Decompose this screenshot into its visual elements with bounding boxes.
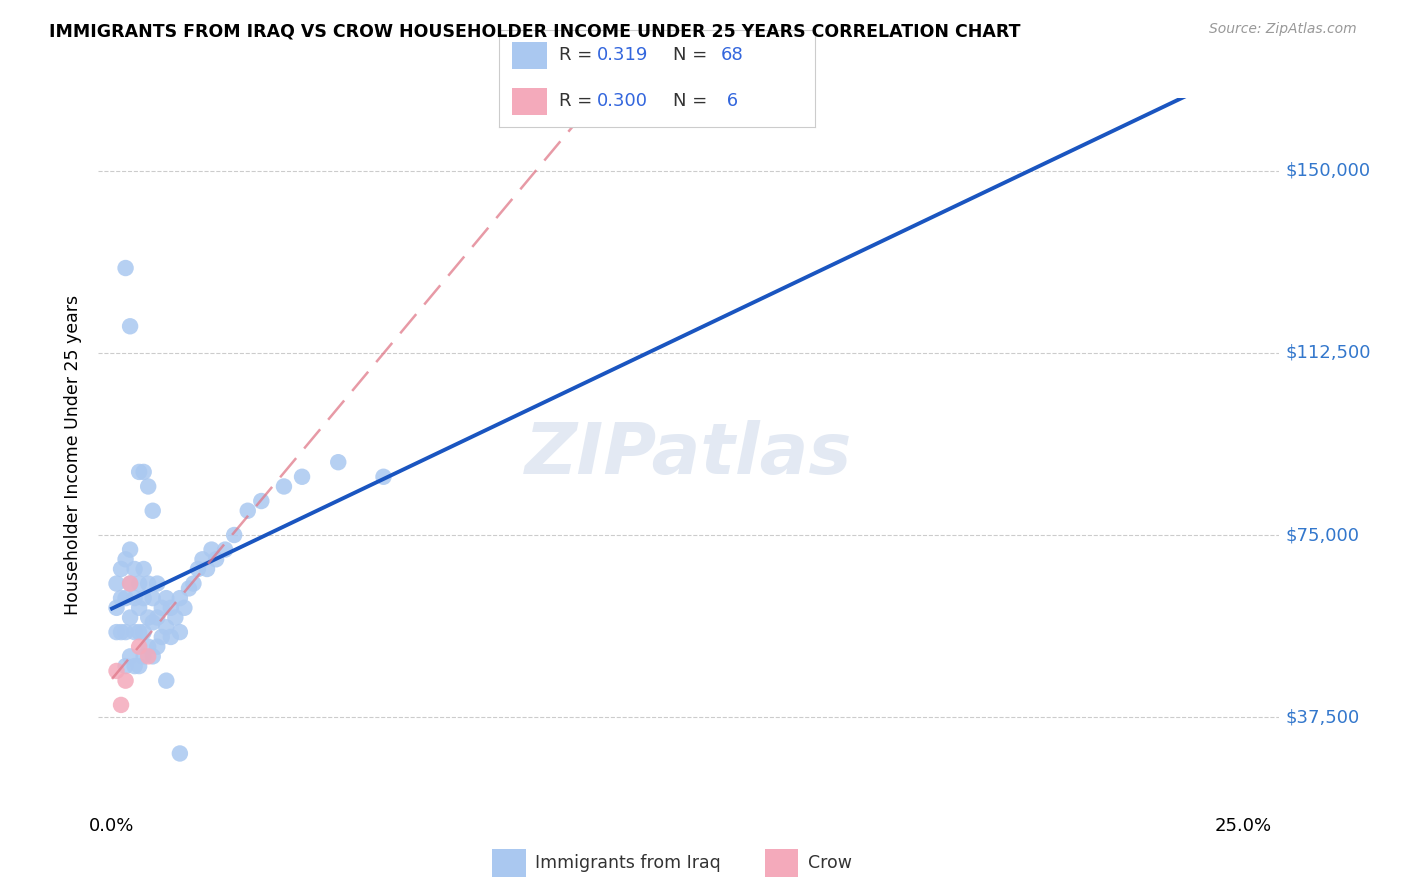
Text: $112,500: $112,500 bbox=[1285, 344, 1371, 362]
Point bbox=[114, 673, 136, 688]
Point bbox=[214, 542, 236, 557]
Point bbox=[128, 465, 150, 479]
Point bbox=[105, 600, 128, 615]
Point bbox=[205, 552, 228, 566]
Point bbox=[155, 673, 177, 688]
Text: R =: R = bbox=[560, 92, 598, 110]
Point bbox=[128, 576, 150, 591]
Point bbox=[150, 630, 173, 644]
Point bbox=[132, 562, 155, 576]
Point bbox=[155, 620, 177, 634]
Point bbox=[114, 552, 136, 566]
Point bbox=[236, 504, 259, 518]
Point bbox=[142, 591, 165, 606]
Point bbox=[187, 562, 209, 576]
Point bbox=[165, 610, 187, 624]
Y-axis label: Householder Income Under 25 years: Householder Income Under 25 years bbox=[65, 295, 83, 615]
Point bbox=[114, 659, 136, 673]
Text: 68: 68 bbox=[720, 45, 744, 64]
Point bbox=[224, 528, 246, 542]
Point bbox=[173, 600, 195, 615]
Bar bbox=[512, 88, 547, 115]
Point bbox=[132, 649, 155, 664]
Bar bbox=[765, 849, 799, 877]
Point bbox=[128, 625, 150, 640]
Text: R =: R = bbox=[560, 45, 598, 64]
Text: 0.300: 0.300 bbox=[598, 92, 648, 110]
Point bbox=[120, 319, 142, 334]
Text: 0.319: 0.319 bbox=[598, 45, 648, 64]
Point bbox=[120, 576, 142, 591]
Point bbox=[132, 591, 155, 606]
Bar bbox=[512, 42, 547, 69]
Point bbox=[105, 664, 128, 678]
Point bbox=[132, 625, 155, 640]
Point bbox=[124, 659, 146, 673]
Point bbox=[169, 591, 191, 606]
Point bbox=[195, 562, 218, 576]
Point bbox=[110, 562, 132, 576]
Text: Immigrants from Iraq: Immigrants from Iraq bbox=[536, 854, 721, 872]
Point bbox=[169, 625, 191, 640]
Point bbox=[142, 615, 165, 630]
Bar bbox=[492, 849, 526, 877]
Point bbox=[120, 542, 142, 557]
Point bbox=[136, 576, 159, 591]
Point bbox=[114, 625, 136, 640]
Point bbox=[146, 576, 169, 591]
Text: $37,500: $37,500 bbox=[1285, 708, 1360, 726]
Point bbox=[132, 465, 155, 479]
Point bbox=[114, 260, 136, 275]
Point bbox=[136, 479, 159, 493]
Point bbox=[159, 630, 181, 644]
Point bbox=[146, 640, 169, 654]
Point bbox=[159, 600, 181, 615]
Point bbox=[110, 591, 132, 606]
Point bbox=[105, 576, 128, 591]
Point bbox=[191, 552, 214, 566]
Point bbox=[124, 591, 146, 606]
Point bbox=[120, 576, 142, 591]
Point bbox=[183, 576, 205, 591]
Text: Crow: Crow bbox=[808, 854, 852, 872]
Point bbox=[169, 747, 191, 761]
Point bbox=[328, 455, 350, 469]
Point bbox=[114, 591, 136, 606]
Point bbox=[124, 625, 146, 640]
Point bbox=[150, 600, 173, 615]
Point bbox=[177, 582, 200, 596]
Point bbox=[110, 625, 132, 640]
Point bbox=[105, 625, 128, 640]
Point bbox=[142, 649, 165, 664]
Point bbox=[136, 649, 159, 664]
Text: $75,000: $75,000 bbox=[1285, 526, 1360, 544]
Point bbox=[120, 649, 142, 664]
Text: ZIPatlas: ZIPatlas bbox=[526, 420, 852, 490]
Point bbox=[128, 640, 150, 654]
Text: 6: 6 bbox=[720, 92, 738, 110]
Text: Source: ZipAtlas.com: Source: ZipAtlas.com bbox=[1209, 22, 1357, 37]
Text: N =: N = bbox=[673, 45, 707, 64]
Point bbox=[142, 504, 165, 518]
Point bbox=[146, 610, 169, 624]
Point bbox=[124, 562, 146, 576]
Text: N =: N = bbox=[673, 92, 713, 110]
Point bbox=[128, 659, 150, 673]
Point bbox=[291, 469, 314, 483]
Point bbox=[128, 600, 150, 615]
Point bbox=[136, 640, 159, 654]
Point bbox=[250, 494, 273, 508]
Text: IMMIGRANTS FROM IRAQ VS CROW HOUSEHOLDER INCOME UNDER 25 YEARS CORRELATION CHART: IMMIGRANTS FROM IRAQ VS CROW HOUSEHOLDER… bbox=[49, 22, 1021, 40]
Text: $150,000: $150,000 bbox=[1285, 162, 1371, 180]
Point bbox=[110, 698, 132, 712]
Point bbox=[120, 610, 142, 624]
Point bbox=[273, 479, 295, 493]
Point bbox=[155, 591, 177, 606]
Point bbox=[373, 469, 395, 483]
Point bbox=[136, 610, 159, 624]
Point bbox=[200, 542, 222, 557]
